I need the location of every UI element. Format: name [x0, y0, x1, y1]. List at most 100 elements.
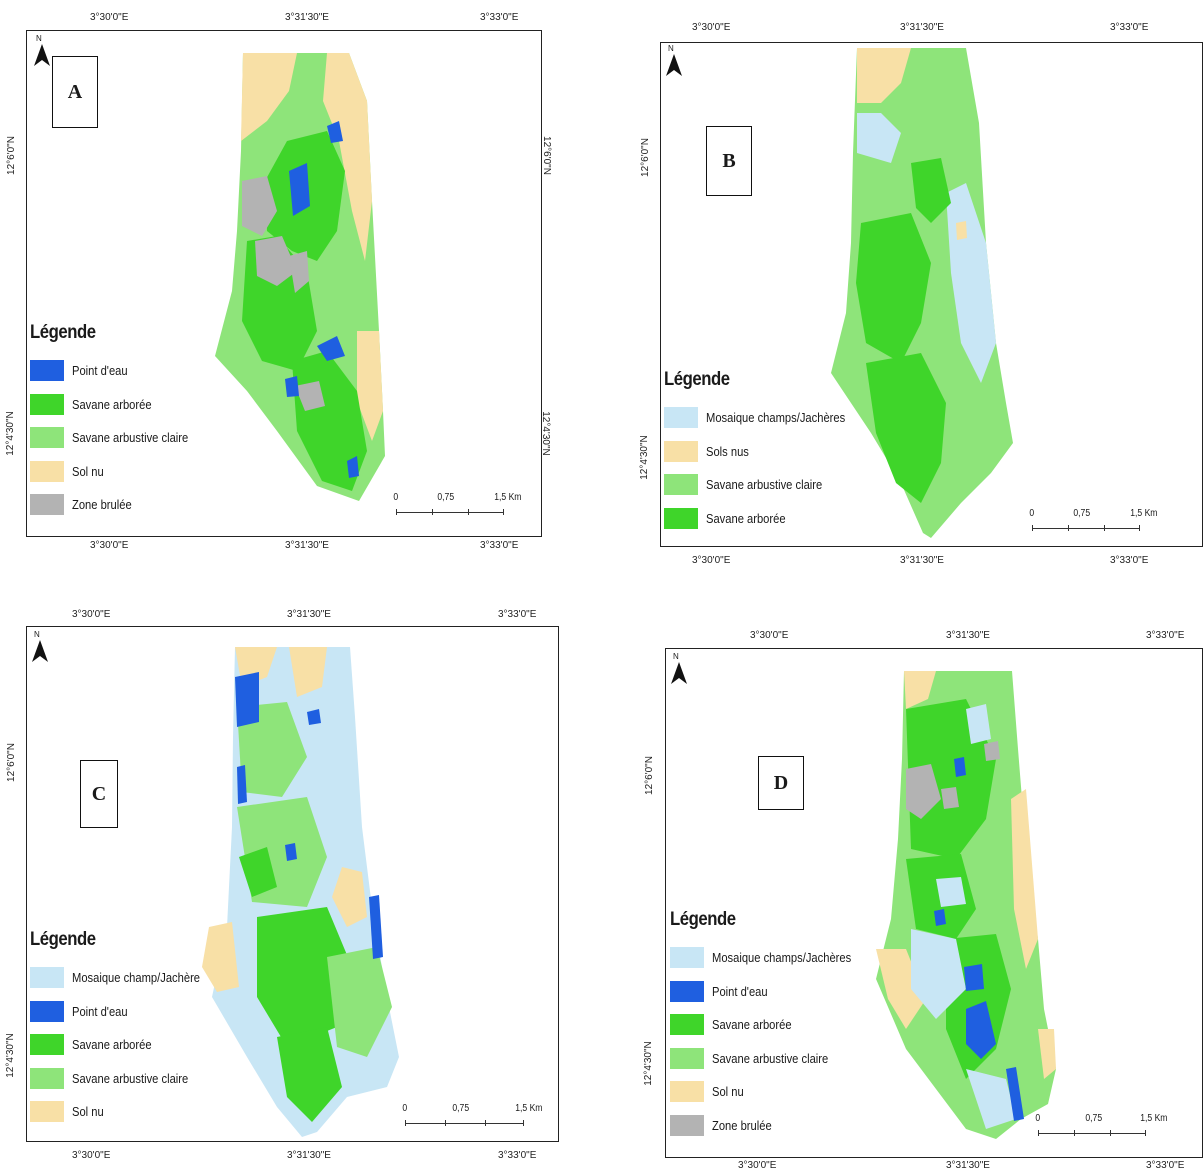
legend-swatch: [664, 507, 698, 529]
legend-item: Zone brulée: [30, 488, 207, 522]
lat-tick: 12°6'0"N: [5, 136, 17, 175]
lon-tick: 3°30'0"E: [72, 1150, 111, 1161]
legend-label: Savane arbustive claire: [72, 430, 189, 446]
legend-swatch: [664, 474, 698, 496]
legend-item: Mosaique champs/Jachères: [664, 401, 868, 435]
legend: Légende Mosaique champs/Jachères Point d'…: [670, 909, 874, 1142]
lon-tick: 3°33'0"E: [1146, 1160, 1185, 1171]
legend-item: Sol nu: [670, 1075, 874, 1109]
scale-bar: 0 0,75 1,5 Km: [402, 1103, 542, 1133]
north-arrow-icon: [32, 640, 48, 662]
legend-label: Savane arbustive claire: [72, 1070, 189, 1086]
lon-tick: 3°31'30"E: [285, 12, 329, 23]
scale-bar: 0 0,75 1,5 Km: [1029, 508, 1157, 538]
legend-swatch: [670, 1047, 704, 1069]
legend-swatch: [30, 1067, 64, 1089]
legend-swatch: [670, 1114, 704, 1136]
legend-swatch: [664, 440, 698, 462]
lon-tick: 3°30'0"E: [72, 609, 111, 620]
legend-item: Savane arbustive claire: [670, 1042, 874, 1076]
lon-tick: 3°33'0"E: [480, 12, 519, 23]
scale-mid: 0,75: [1085, 1113, 1103, 1124]
legend: Légende Mosaique champs/Jachères Sols nus…: [664, 369, 868, 535]
legend-swatch: [30, 1034, 64, 1056]
lon-tick: 3°30'0"E: [750, 630, 789, 641]
scale-zero: 0: [402, 1103, 408, 1114]
legend-item: Savane arbustive claire: [664, 468, 868, 502]
lon-tick: 3°33'0"E: [480, 540, 519, 551]
panel-letter: A: [52, 56, 98, 128]
scale-bar: 0 0,75 1,5 Km: [1035, 1113, 1167, 1143]
lon-tick: 3°30'0"E: [692, 22, 731, 33]
north-label: N: [668, 44, 674, 53]
legend-swatch: [670, 1014, 704, 1036]
legend-label: Savane arborée: [72, 396, 152, 412]
legend-item: Sols nus: [664, 435, 868, 469]
legend-item: Point d'eau: [30, 995, 221, 1029]
legend-swatch: [30, 1101, 64, 1123]
map-frame: [26, 626, 559, 1142]
legend-swatch: [30, 393, 64, 415]
legend-swatch: [30, 494, 64, 516]
legend: Légende Mosaique champ/Jachère Point d'ea…: [30, 929, 221, 1129]
land-cover-map: [831, 48, 1013, 538]
lon-tick: 3°31'30"E: [287, 1150, 331, 1161]
legend-item: Point d'eau: [670, 975, 874, 1009]
north-arrow: N: [30, 630, 50, 672]
north-arrow-icon: [671, 662, 687, 684]
legend-label: Zone brulée: [712, 1117, 772, 1133]
legend-item: Savane arborée: [664, 502, 868, 536]
lon-tick: 3°30'0"E: [90, 540, 129, 551]
legend-title: Légende: [670, 909, 736, 930]
scale-mid: 0,75: [452, 1103, 470, 1114]
lat-tick: 12°6'0"N: [639, 138, 651, 177]
lon-tick: 3°33'0"E: [498, 609, 537, 620]
legend-item: Sol nu: [30, 455, 207, 489]
lat-tick: 12°4'30"N: [638, 435, 650, 480]
map-frame: [660, 42, 1203, 547]
lon-tick: 3°31'30"E: [287, 609, 331, 620]
north-label: N: [673, 652, 679, 661]
lon-tick: 3°30'0"E: [738, 1160, 777, 1171]
north-arrow: N: [669, 652, 689, 694]
legend-swatch: [30, 967, 64, 989]
scale-mid: 0,75: [437, 492, 455, 503]
legend-label: Sol nu: [712, 1084, 744, 1100]
lon-tick: 3°31'30"E: [285, 540, 329, 551]
lon-tick: 3°30'0"E: [90, 12, 129, 23]
north-label: N: [34, 630, 40, 639]
scale-zero: 0: [1035, 1113, 1041, 1124]
legend-title: Légende: [30, 322, 96, 343]
legend-swatch: [30, 1000, 64, 1022]
lat-tick: 12°6'0"N: [540, 136, 552, 175]
land-cover-map: [876, 671, 1056, 1139]
map-frame: [26, 30, 542, 537]
scale-end: 1,5 Km: [494, 492, 522, 503]
north-arrow-icon: [34, 44, 50, 66]
legend-label: Sols nus: [706, 443, 749, 459]
lon-tick: 3°31'30"E: [946, 1160, 990, 1171]
legend-item: Zone brulée: [670, 1109, 874, 1143]
legend-label: Savane arbustive claire: [712, 1050, 829, 1066]
map-frame: [665, 648, 1203, 1158]
north-label: N: [36, 34, 42, 43]
legend-swatch: [30, 460, 64, 482]
panel-letter: B: [706, 126, 752, 196]
lon-tick: 3°33'0"E: [1146, 630, 1185, 641]
legend-label: Point d'eau: [72, 1003, 128, 1019]
legend-swatch: [670, 980, 704, 1002]
legend-label: Zone brulée: [72, 497, 132, 513]
lon-tick: 3°31'30"E: [946, 630, 990, 641]
legend-item: Savane arborée: [30, 1028, 221, 1062]
legend-item: Savane arborée: [670, 1008, 874, 1042]
scale-end: 1,5 Km: [1130, 508, 1158, 519]
legend-label: Point d'eau: [712, 983, 768, 999]
legend-label: Sol nu: [72, 1104, 104, 1120]
legend-item: Mosaique champs/Jachères: [670, 941, 874, 975]
legend-swatch: [664, 407, 698, 429]
legend-label: Point d'eau: [72, 363, 128, 379]
scale-end: 1,5 Km: [1140, 1113, 1168, 1124]
legend-label: Mosaique champ/Jachère: [72, 970, 201, 986]
lat-tick: 12°6'0"N: [5, 743, 17, 782]
legend-item: Point d'eau: [30, 354, 207, 388]
